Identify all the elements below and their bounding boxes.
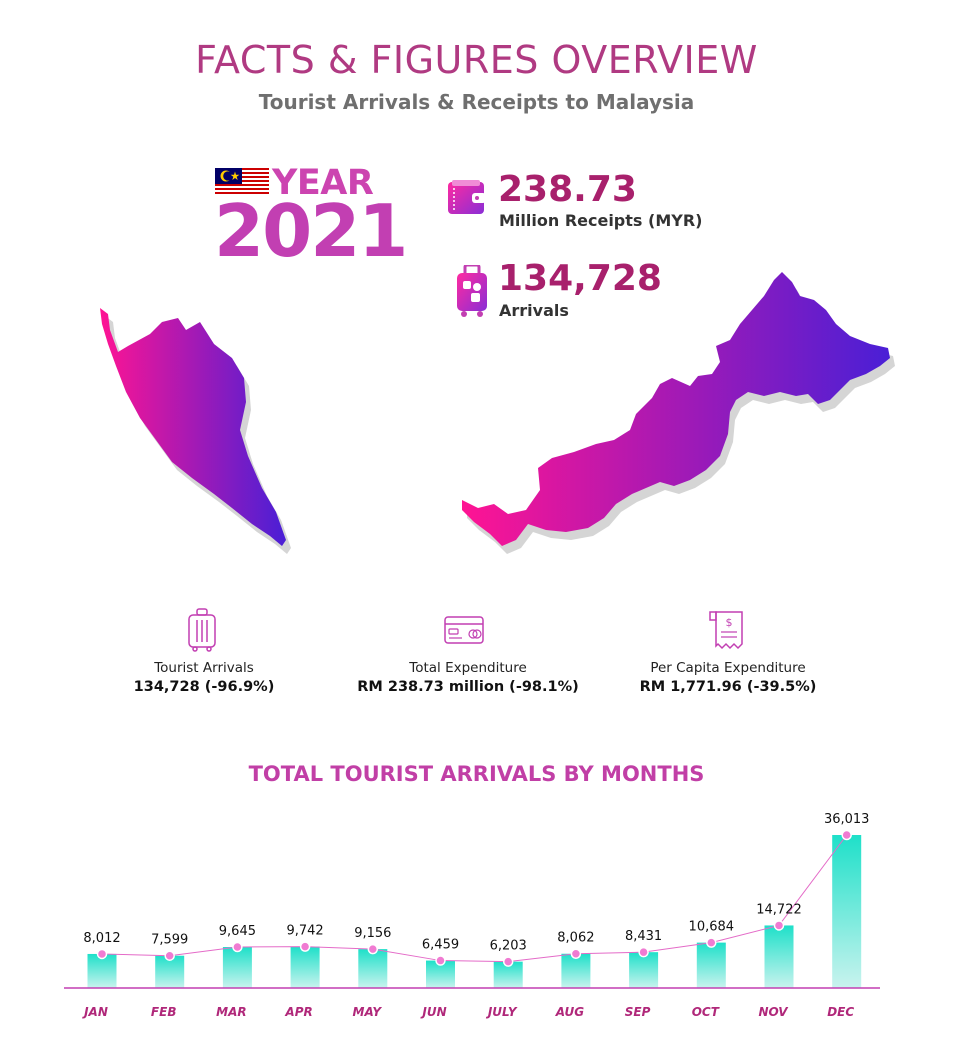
kpi-arrivals-value: 134,728 (-96.9%) <box>133 679 275 695</box>
data-label-sep: 8,431 <box>625 929 662 944</box>
tick-label-jan: JAN <box>82 1005 108 1019</box>
trend-point-feb <box>164 950 175 961</box>
tick-label-mar: MAR <box>216 1005 246 1019</box>
bar-aug <box>561 953 591 988</box>
trend-point-apr <box>299 941 311 952</box>
malaysia-flag-icon <box>215 168 269 196</box>
trend-point-july <box>502 956 514 967</box>
chart-title: TOTAL TOURIST ARRIVALS BY MONTHS <box>248 762 705 786</box>
kpi-expenditure-value: RM 238.73 million (-98.1%) <box>357 679 579 695</box>
kpi-per-capita-value: RM 1,771.96 (-39.5%) <box>639 679 817 695</box>
trend-point-jan <box>96 948 108 960</box>
tick-label-dec: DEC <box>827 1005 854 1019</box>
trend-point-aug <box>570 948 582 959</box>
data-label-dec: 36,013 <box>824 812 870 827</box>
page-subtitle: Tourist Arrivals & Receipts to Malaysia <box>258 90 695 114</box>
wallet-icon <box>448 180 486 214</box>
luggage-icon <box>457 265 487 317</box>
kpi-expenditure-label: Total Expenditure <box>409 660 527 676</box>
tick-label-nov: NOV <box>758 1005 789 1019</box>
trend-point-dec <box>841 829 852 841</box>
arrivals-value: 134,728 <box>498 258 662 299</box>
data-label-mar: 9,645 <box>219 924 256 939</box>
data-label-aug: 8,062 <box>557 931 594 946</box>
year-value: 2021 <box>214 189 408 273</box>
data-label-feb: 7,599 <box>151 933 188 948</box>
bar-apr <box>290 946 320 988</box>
data-label-jan: 8,012 <box>83 931 120 946</box>
tick-label-feb: FEB <box>151 1005 177 1019</box>
year-label: YEAR <box>272 163 374 203</box>
bar-feb <box>155 955 185 988</box>
peninsular-malaysia-shape <box>100 308 291 554</box>
receipts-value: 238.73 <box>498 169 637 210</box>
trend-line <box>101 834 848 963</box>
credit-card-icon <box>444 616 484 644</box>
bar-may <box>358 949 388 988</box>
data-label-may: 9,156 <box>354 926 391 941</box>
receipts-label: Million Receipts (MYR) <box>499 211 703 230</box>
tick-label-aug: AUG <box>555 1005 584 1019</box>
data-label-jun: 6,459 <box>422 938 459 953</box>
bar-jan <box>87 953 117 988</box>
tick-label-sep: SEP <box>625 1005 651 1019</box>
trend-point-may <box>367 943 379 955</box>
monthly-arrivals-chart: 8,012 7,599 9,645 9,742 9,156 6,459 6,203 8,062… <box>64 812 880 1019</box>
tick-label-july: JULY <box>486 1005 518 1019</box>
trend-point-mar <box>232 941 243 953</box>
trend-point-jun <box>435 955 446 966</box>
bar-dec <box>832 835 862 988</box>
kpi-arrivals-label: Tourist Arrivals <box>154 660 254 676</box>
data-label-oct: 10,684 <box>689 920 735 935</box>
trend-point-oct <box>706 937 717 948</box>
bar-oct <box>696 942 726 988</box>
bar-nov <box>764 925 794 988</box>
data-label-nov: 14,722 <box>756 902 802 917</box>
kpi-per-capita-label: Per Capita Expenditure <box>650 660 806 676</box>
receipt-icon: $ <box>709 611 743 650</box>
svg-text:$: $ <box>726 616 733 629</box>
data-label-july: 6,203 <box>490 939 527 954</box>
bar-mar <box>222 947 252 988</box>
luggage-outline-icon <box>188 608 216 652</box>
page-title: FACTS & FIGURES OVERVIEW <box>195 38 758 82</box>
data-label-apr: 9,742 <box>286 924 323 939</box>
tick-label-oct: OCT <box>692 1005 720 1019</box>
trend-point-sep <box>638 946 649 958</box>
tick-label-apr: APR <box>284 1005 312 1019</box>
arrivals-label: Arrivals <box>499 301 569 320</box>
bar-sep <box>629 952 659 988</box>
trend-point-nov <box>773 920 785 931</box>
tick-label-may: MAY <box>353 1005 383 1019</box>
tick-label-jun: JUN <box>420 1005 446 1019</box>
